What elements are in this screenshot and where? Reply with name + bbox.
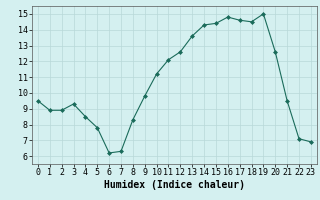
X-axis label: Humidex (Indice chaleur): Humidex (Indice chaleur) — [104, 180, 245, 190]
